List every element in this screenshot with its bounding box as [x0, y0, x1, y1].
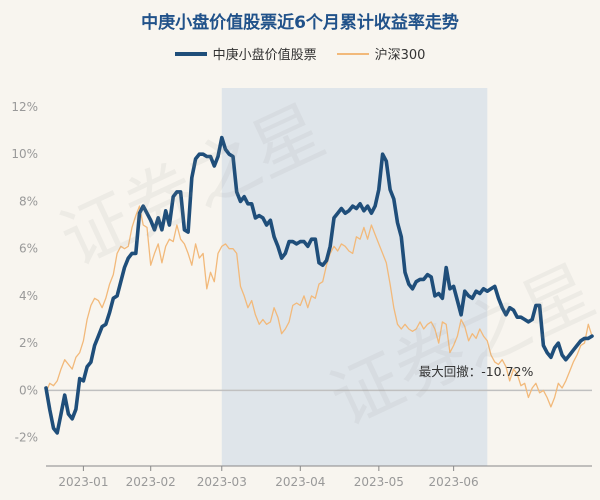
y-tick-label: 10%: [11, 147, 38, 161]
legend-label-benchmark: 沪深300: [374, 48, 426, 63]
y-tick-label: 4%: [19, 289, 38, 303]
x-tick-label: 2023-01: [58, 475, 108, 489]
x-tick-label: 2023-04: [275, 475, 325, 489]
y-tick-label: 6%: [19, 242, 38, 256]
legend-swatch-fund: [174, 51, 207, 56]
y-tick-label: 2%: [19, 336, 38, 350]
x-tick-label: 2023-03: [197, 475, 247, 489]
legend: 中庚小盘价值股票 沪深300: [0, 44, 600, 63]
drawdown-region: [221, 88, 488, 466]
y-tick-label: 8%: [19, 194, 38, 208]
x-tick-label: 2023-05: [354, 475, 404, 489]
y-tick-label: 12%: [11, 100, 38, 114]
legend-label-fund: 中庚小盘价值股票: [212, 48, 317, 63]
series-line-benchmark: [45, 205, 593, 408]
chart-title: 中庚小盘价值股票近6个月累计收益率走势: [141, 13, 459, 33]
y-tick-label: -2%: [15, 431, 38, 445]
max-drawdown-label: 最大回撤：-10.72%: [419, 364, 534, 379]
y-tick-label: 0%: [19, 383, 38, 397]
legend-item-fund[interactable]: 中庚小盘价值股票: [174, 44, 317, 63]
legend-item-benchmark[interactable]: 沪深300: [336, 44, 426, 63]
x-tick-label: 2023-06: [429, 475, 479, 489]
series-line-fund: [44, 135, 594, 435]
x-tick-label: 2023-02: [126, 475, 176, 489]
legend-swatch-benchmark: [336, 52, 369, 55]
